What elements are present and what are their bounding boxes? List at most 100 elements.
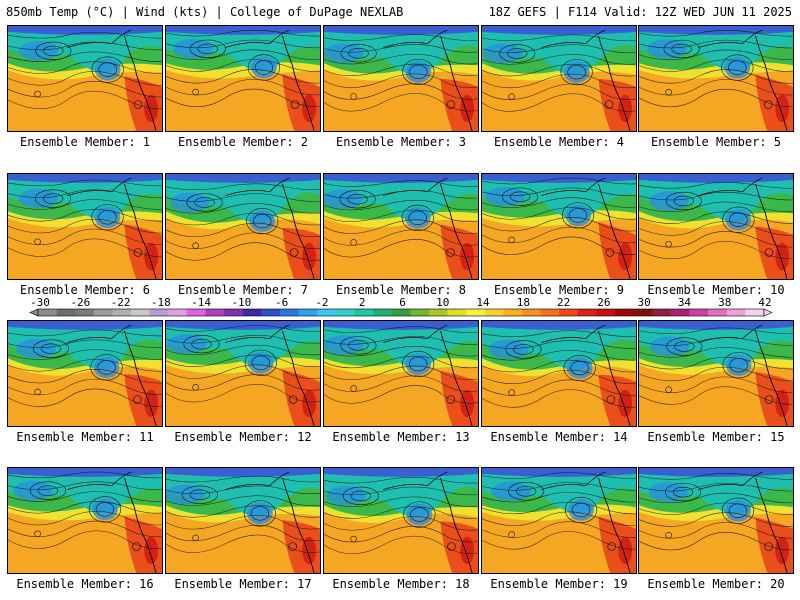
colorbar-segment <box>577 309 597 316</box>
ensemble-member-caption: Ensemble Member: 3 <box>335 135 467 149</box>
ensemble-map-panel <box>323 173 479 280</box>
ensemble-member-caption: Ensemble Member: 16 <box>16 577 154 591</box>
temperature-map <box>166 26 320 131</box>
ensemble-member-caption: Ensemble Member: 18 <box>332 577 470 591</box>
ensemble-map-panel <box>481 467 637 574</box>
colorbar-segment <box>726 309 746 316</box>
ensemble-map-panel <box>7 173 163 280</box>
temperature-map <box>639 321 793 426</box>
colorbar-segment <box>391 309 411 316</box>
colorbar-tick-label: 38 <box>718 296 731 309</box>
ensemble-member-caption: Ensemble Member: 2 <box>177 135 309 149</box>
ensemble-map-panel <box>638 25 794 132</box>
colorbar-tick-label: -30 <box>30 296 50 309</box>
temperature-map <box>482 26 636 131</box>
colorbar-segment <box>112 309 132 316</box>
ensemble-map-panel <box>323 25 479 132</box>
colorbar-segment <box>522 309 541 316</box>
temperature-map <box>166 468 320 573</box>
ensemble-member-caption: Ensemble Member: 10 <box>647 283 785 297</box>
colorbar-segment <box>484 309 504 316</box>
colorbar-segment <box>708 309 728 316</box>
ensemble-member-caption: Ensemble Member: 8 <box>335 283 467 297</box>
temperature-map <box>324 321 478 426</box>
ensemble-member-caption: Ensemble Member: 12 <box>174 430 312 444</box>
ensemble-member-caption: Ensemble Member: 13 <box>332 430 470 444</box>
colorbar-segment <box>354 309 374 316</box>
colorbar-segment <box>168 309 188 316</box>
colorbar-segment <box>615 309 634 316</box>
ensemble-member-caption: Ensemble Member: 1 <box>19 135 151 149</box>
ensemble-member-caption: Ensemble Member: 17 <box>174 577 312 591</box>
colorbar-tick-label: 22 <box>557 296 570 309</box>
ensemble-member-caption: Ensemble Member: 4 <box>493 135 625 149</box>
ensemble-map-panel <box>7 467 163 574</box>
ensemble-member-caption: Ensemble Member: 11 <box>16 430 154 444</box>
colorbar-segment <box>466 309 486 316</box>
colorbar-tick-label: 10 <box>436 296 449 309</box>
temperature-map <box>8 174 162 279</box>
colorbar-segment <box>745 309 765 316</box>
colorbar-tick-label: 42 <box>758 296 771 309</box>
ensemble-map-panel <box>323 320 479 427</box>
colorbar-segment <box>93 309 113 316</box>
colorbar-tick-label: -6 <box>275 296 288 309</box>
colorbar-segment <box>261 309 281 316</box>
ensemble-map-panel <box>165 173 321 280</box>
colorbar-segment <box>56 309 76 316</box>
colorbar-tick-label: -22 <box>111 296 131 309</box>
colorbar-segment <box>298 309 318 316</box>
ensemble-member-caption: Ensemble Member: 15 <box>647 430 785 444</box>
colorbar-tick-label: -10 <box>231 296 251 309</box>
temperature-map <box>639 26 793 131</box>
temperature-map <box>8 321 162 426</box>
ensemble-member-caption: Ensemble Member: 19 <box>490 577 628 591</box>
colorbar-segment <box>242 309 262 316</box>
ensemble-map-panel <box>165 467 321 574</box>
ensemble-map-panel <box>7 25 163 132</box>
colorbar-segment <box>540 309 560 316</box>
colorbar-segment <box>149 309 169 316</box>
ensemble-map-panel <box>165 25 321 132</box>
colorbar-segment <box>410 309 430 316</box>
colorbar-segment <box>447 309 467 316</box>
temperature-colorbar: -30 -26 -22 -18 -14 -10 -6 -2 2 6 10 14 18 22 26 30 34 38… <box>29 296 773 317</box>
colorbar-segment <box>280 309 299 316</box>
colorbar-segment <box>559 309 579 316</box>
colorbar-tick-label: 30 <box>638 296 651 309</box>
colorbar-segment <box>428 309 448 316</box>
temperature-map <box>8 468 162 573</box>
colorbar-tick-label: 34 <box>678 296 692 309</box>
temperature-map <box>482 174 636 279</box>
colorbar-tick-label: 2 <box>359 296 366 309</box>
ensemble-member-caption: Ensemble Member: 14 <box>490 430 628 444</box>
ensemble-member-caption: Ensemble Member: 20 <box>647 577 785 591</box>
colorbar-segment <box>75 309 95 316</box>
temperature-map <box>166 174 320 279</box>
temperature-map <box>639 468 793 573</box>
colorbar-segment <box>503 309 523 316</box>
ensemble-map-panel <box>481 320 637 427</box>
colorbar-segment <box>38 309 57 316</box>
colorbar-segment <box>317 309 337 316</box>
colorbar-tick-label: -14 <box>191 296 211 309</box>
ensemble-member-caption: Ensemble Member: 5 <box>650 135 782 149</box>
colorbar-tick-label: -18 <box>151 296 171 309</box>
colorbar-segment <box>205 309 225 316</box>
ensemble-map-panel <box>7 320 163 427</box>
colorbar-segment <box>373 309 392 316</box>
ensemble-map-panel <box>638 173 794 280</box>
temperature-map <box>482 468 636 573</box>
temperature-map <box>324 26 478 131</box>
ensemble-map-panel <box>481 173 637 280</box>
ensemble-map-panel <box>165 320 321 427</box>
colorbar-tick-label: 26 <box>597 296 610 309</box>
ensemble-member-caption: Ensemble Member: 6 <box>19 283 151 297</box>
colorbar-segment <box>670 309 690 316</box>
colorbar-segment <box>652 309 672 316</box>
ensemble-map-panel <box>638 467 794 574</box>
temperature-map <box>8 26 162 131</box>
colorbar-segment <box>186 309 206 316</box>
colorbar-tick-label: 14 <box>476 296 490 309</box>
temperature-map <box>324 468 478 573</box>
